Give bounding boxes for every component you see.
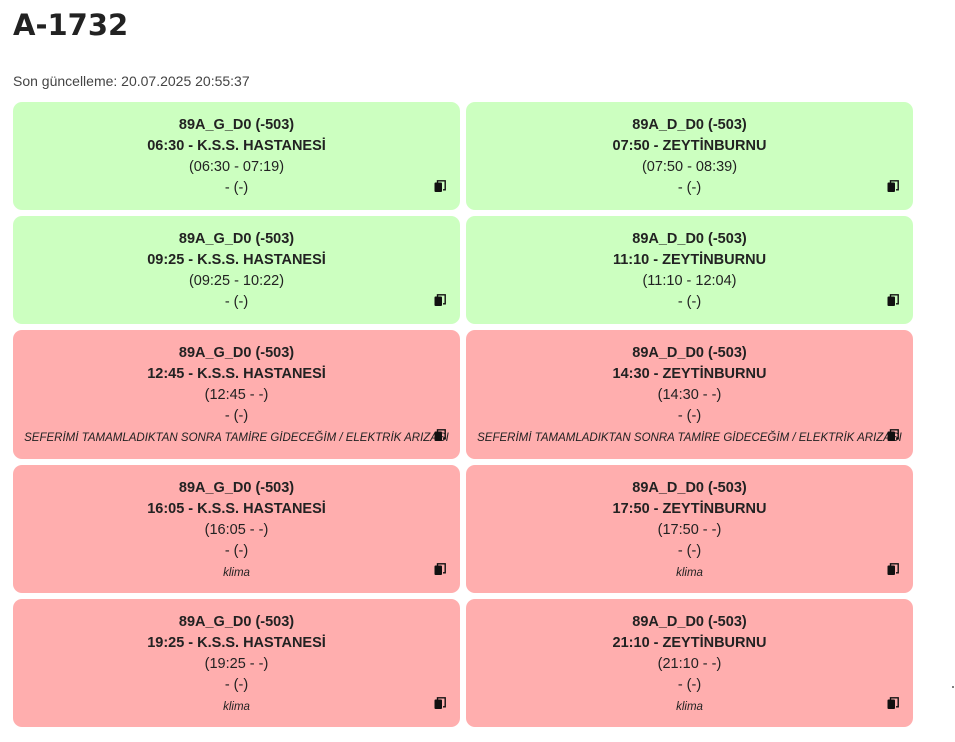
trip-grid-faults-1: 89A_G_D0 (-503) 12:45 - K.S.S. HASTANESİ… (13, 330, 913, 459)
trip-extra: - (-) (677, 180, 702, 196)
trip-departure: 21:10 - ZEYTİNBURNU (612, 635, 767, 651)
copy-icon[interactable] (887, 429, 899, 442)
trip-window: (06:30 - 07:19) (188, 159, 285, 175)
trip-departure: 11:10 - ZEYTİNBURNU (612, 252, 767, 268)
trip-card[interactable]: 89A_G_D0 (-503) 06:30 - K.S.S. HASTANESİ… (13, 102, 460, 210)
trip-window: (14:30 - -) (657, 387, 722, 403)
trip-window: (12:45 - -) (204, 387, 269, 403)
page-title: A-1732 (13, 8, 129, 42)
trip-card[interactable]: 89A_D_D0 (-503) 14:30 - ZEYTİNBURNU (14:… (466, 330, 913, 459)
trip-route: 89A_G_D0 (-503) (178, 614, 295, 630)
trip-route: 89A_D_D0 (-503) (632, 614, 747, 630)
trip-extra: - (-) (224, 180, 249, 196)
trip-window: (19:25 - -) (204, 656, 269, 672)
trip-departure: 14:30 - ZEYTİNBURNU (612, 366, 767, 382)
trip-departure: 06:30 - K.S.S. HASTANESİ (147, 138, 326, 154)
trip-note: klima (223, 567, 250, 579)
trip-route: 89A_G_D0 (-503) (178, 231, 295, 247)
trip-grid-faults-2: 89A_G_D0 (-503) 16:05 - K.S.S. HASTANESİ… (13, 465, 913, 593)
trip-note: klima (676, 567, 703, 579)
trip-note: klima (223, 701, 250, 713)
trip-departure: 19:25 - K.S.S. HASTANESİ (147, 635, 326, 651)
trip-window: (09:25 - 10:22) (188, 273, 285, 289)
trip-route: 89A_D_D0 (-503) (632, 345, 747, 361)
trip-departure: 07:50 - ZEYTİNBURNU (612, 138, 767, 154)
trip-extra: - (-) (224, 543, 249, 559)
trip-extra: - (-) (224, 677, 249, 693)
trip-card[interactable]: 89A_G_D0 (-503) 12:45 - K.S.S. HASTANESİ… (13, 330, 460, 459)
trip-card[interactable]: 89A_D_D0 (-503) 17:50 - ZEYTİNBURNU (17:… (466, 465, 913, 593)
trip-route: 89A_G_D0 (-503) (178, 345, 295, 361)
trip-extra: - (-) (677, 677, 702, 693)
trip-window: (11:10 - 12:04) (642, 273, 737, 289)
trip-departure: 16:05 - K.S.S. HASTANESİ (147, 501, 326, 517)
trip-route: 89A_D_D0 (-503) (632, 480, 747, 496)
trip-grid-faults-3: 89A_G_D0 (-503) 19:25 - K.S.S. HASTANESİ… (13, 599, 913, 727)
copy-icon[interactable] (434, 180, 446, 193)
trip-route: 89A_G_D0 (-503) (178, 117, 295, 133)
copy-icon[interactable] (887, 180, 899, 193)
trip-card[interactable]: 89A_G_D0 (-503) 16:05 - K.S.S. HASTANESİ… (13, 465, 460, 593)
trip-note: SEFERİMİ TAMAMLADIKTAN SONRA TAMİRE GİDE… (24, 432, 449, 444)
trip-route: 89A_D_D0 (-503) (632, 231, 747, 247)
trip-card[interactable]: 89A_D_D0 (-503) 21:10 - ZEYTİNBURNU (21:… (466, 599, 913, 727)
copy-icon[interactable] (434, 697, 446, 710)
copy-icon[interactable] (887, 563, 899, 576)
copy-icon[interactable] (434, 294, 446, 307)
trip-card[interactable]: 89A_G_D0 (-503) 09:25 - K.S.S. HASTANESİ… (13, 216, 460, 324)
trip-card[interactable]: 89A_D_D0 (-503) 11:10 - ZEYTİNBURNU (11:… (466, 216, 913, 324)
copy-icon[interactable] (434, 563, 446, 576)
trip-note: SEFERİMİ TAMAMLADIKTAN SONRA TAMİRE GİDE… (477, 432, 902, 444)
trip-grid: 89A_G_D0 (-503) 06:30 - K.S.S. HASTANESİ… (13, 102, 913, 324)
trip-note: klima (676, 701, 703, 713)
copy-icon[interactable] (887, 697, 899, 710)
trip-departure: 12:45 - K.S.S. HASTANESİ (147, 366, 326, 382)
trip-window: (07:50 - 08:39) (641, 159, 738, 175)
trip-window: (17:50 - -) (657, 522, 722, 538)
trip-window: (16:05 - -) (204, 522, 269, 538)
trip-departure: 17:50 - ZEYTİNBURNU (612, 501, 767, 517)
trip-route: 89A_D_D0 (-503) (632, 117, 747, 133)
copy-icon[interactable] (434, 429, 446, 442)
stray-dot (952, 686, 954, 688)
trip-extra: - (-) (677, 408, 702, 424)
trip-extra: - (-) (224, 294, 249, 310)
copy-icon[interactable] (887, 294, 899, 307)
trip-window: (21:10 - -) (657, 656, 722, 672)
trip-card[interactable]: 89A_G_D0 (-503) 19:25 - K.S.S. HASTANESİ… (13, 599, 460, 727)
trip-card[interactable]: 89A_D_D0 (-503) 07:50 - ZEYTİNBURNU (07:… (466, 102, 913, 210)
trip-extra: - (-) (224, 408, 249, 424)
trip-extra: - (-) (677, 543, 702, 559)
trip-extra: - (-) (677, 294, 702, 310)
trip-route: 89A_G_D0 (-503) (178, 480, 295, 496)
last-updated: Son güncelleme: 20.07.2025 20:55:37 (13, 73, 250, 89)
trip-departure: 09:25 - K.S.S. HASTANESİ (147, 252, 326, 268)
